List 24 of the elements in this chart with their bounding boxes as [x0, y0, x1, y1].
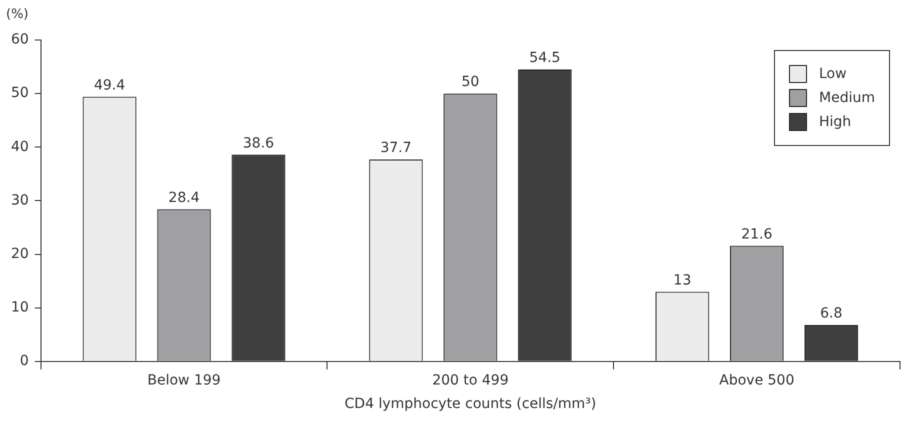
y-tick-label: 20 — [10, 246, 29, 262]
data-label: 50 — [461, 74, 480, 90]
data-label: 37.7 — [380, 140, 412, 156]
y-tick-label: 10 — [10, 299, 29, 316]
x-tick-label: 200 to 499 — [432, 372, 509, 388]
x-tick-label: Above 500 — [719, 372, 794, 388]
data-label: 21.6 — [741, 226, 772, 242]
y-tick-label: 60 — [10, 32, 29, 48]
legend-label: High — [819, 114, 852, 130]
x-axis-title: CD4 lymphocyte counts (cells/mm³) — [344, 396, 596, 412]
y-tick-label: 40 — [10, 138, 29, 155]
legend-label: Medium — [819, 90, 875, 106]
data-label: 28.4 — [168, 190, 200, 206]
y-tick-label: 50 — [10, 85, 29, 102]
y-tick-label: 0 — [20, 353, 29, 370]
data-label: 49.4 — [94, 77, 126, 94]
x-tick-label: Below 199 — [147, 372, 221, 388]
y-axis-title: (%) — [6, 6, 28, 22]
data-label: 13 — [673, 272, 692, 288]
data-label: 38.6 — [242, 135, 274, 152]
legend-label: Low — [819, 66, 847, 82]
data-label: 54.5 — [529, 50, 560, 66]
data-label: 6.8 — [820, 306, 842, 322]
y-tick-label: 30 — [10, 192, 29, 208]
